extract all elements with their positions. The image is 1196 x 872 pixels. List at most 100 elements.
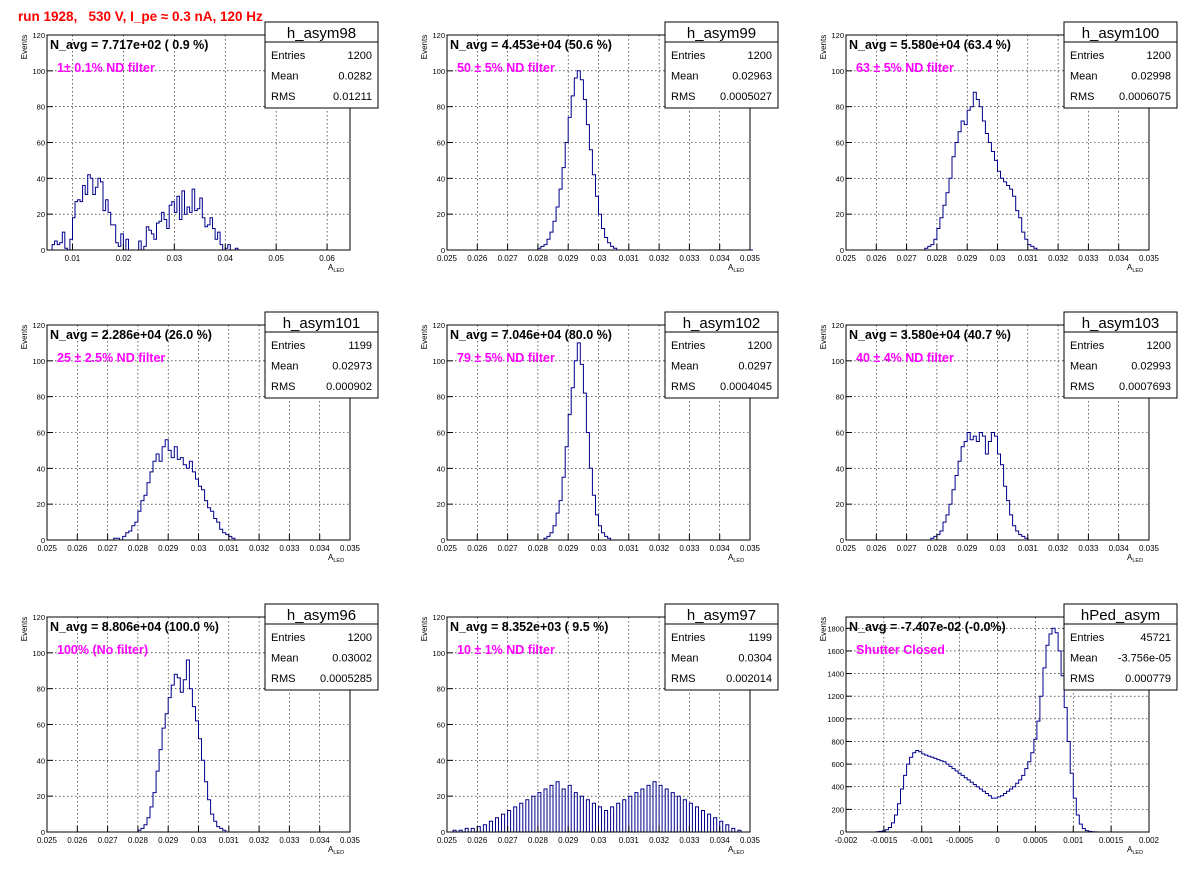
y-tick-label: 0 bbox=[441, 536, 445, 545]
x-tick-label: 0.002 bbox=[1139, 836, 1160, 845]
x-tick-label: 0.031 bbox=[619, 836, 640, 845]
x-tick-label: 0.032 bbox=[649, 254, 670, 263]
y-tick-label: 100 bbox=[32, 357, 45, 366]
stats-value: 0.0304 bbox=[738, 653, 772, 665]
stats-key: Entries bbox=[271, 340, 306, 352]
histogram-panel-h_asym98: 0.01 0.02 0.03 0.04 0.05 0.06020406080100120E… bbox=[20, 21, 379, 274]
x-tick-label: 0.06 bbox=[319, 254, 335, 263]
stats-value: 0.0282 bbox=[338, 71, 372, 83]
x-tick-label: 0.03 bbox=[591, 836, 607, 845]
navg-label: N_avg = 7.717e+02 ( 0.9 %) bbox=[50, 38, 208, 52]
x-tick-label: 0.033 bbox=[679, 836, 700, 845]
y-tick-label: 0 bbox=[840, 246, 844, 255]
stats-box bbox=[664, 603, 779, 691]
stats-key: RMS bbox=[1070, 91, 1094, 103]
x-tick-label: 0.0015 bbox=[1099, 836, 1124, 845]
stats-key: Entries bbox=[1070, 632, 1105, 644]
x-tick-label: -0.001 bbox=[910, 836, 933, 845]
x-tick-label: 0.0005 bbox=[1023, 836, 1048, 845]
x-tick-label: 0.03 bbox=[591, 544, 607, 553]
histogram-panel-h_asym100: 0.025 0.026 0.027 0.028 0.029 0.03 0.031 0.032 0… bbox=[819, 21, 1178, 274]
x-axis-label: ALED bbox=[1127, 553, 1143, 564]
stats-key: RMS bbox=[1070, 673, 1094, 685]
stats-key: Entries bbox=[671, 632, 706, 644]
x-axis-label: ALED bbox=[728, 553, 744, 564]
filter-note: Shutter Closed bbox=[856, 643, 945, 657]
x-tick-label: 0.025 bbox=[437, 836, 458, 845]
y-tick-label: 60 bbox=[37, 429, 45, 438]
stats-key: RMS bbox=[271, 91, 295, 103]
y-axis-label: Events bbox=[20, 325, 29, 349]
x-tick-label: -0.0015 bbox=[870, 836, 898, 845]
y-tick-label: 60 bbox=[437, 139, 445, 148]
y-tick-label: 40 bbox=[437, 464, 445, 473]
navg-label: N_avg = 7.046e+04 (80.0 %) bbox=[450, 328, 612, 342]
stats-key: Mean bbox=[271, 71, 299, 83]
stats-name: h_asym99 bbox=[687, 25, 756, 42]
navg-label: N_avg = 8.352e+03 ( 9.5 %) bbox=[450, 620, 608, 634]
histogram-panel-h_asym101: 0.025 0.026 0.027 0.028 0.029 0.03 0.031 0.032 0… bbox=[20, 311, 379, 564]
y-tick-label: 40 bbox=[37, 174, 45, 183]
histogram-panel-h_asym96: 0.025 0.026 0.027 0.028 0.029 0.03 0.031 0.032 0… bbox=[20, 603, 379, 856]
navg-label: N_avg = 3.580e+04 (40.7 %) bbox=[849, 328, 1011, 342]
y-tick-label: 120 bbox=[32, 321, 45, 330]
x-tick-label: 0.034 bbox=[710, 254, 731, 263]
y-tick-label: 20 bbox=[37, 792, 45, 801]
x-tick-label: 0.029 bbox=[558, 836, 579, 845]
y-tick-label: 60 bbox=[437, 721, 445, 730]
y-tick-label: 80 bbox=[37, 393, 45, 402]
x-axis-label-subscript: LED bbox=[733, 268, 744, 274]
x-tick-label: 0.028 bbox=[927, 544, 948, 553]
y-tick-label: 1000 bbox=[827, 715, 844, 724]
y-tick-label: 20 bbox=[836, 210, 844, 219]
stats-name: h_asym97 bbox=[687, 607, 756, 624]
x-tick-label: 0.025 bbox=[437, 544, 458, 553]
y-tick-label: 100 bbox=[32, 67, 45, 76]
stats-value: 0.000779 bbox=[1125, 673, 1171, 685]
y-tick-label: 120 bbox=[831, 321, 844, 330]
y-tick-label: 40 bbox=[37, 464, 45, 473]
stats-value: 1199 bbox=[348, 340, 372, 352]
y-tick-label: 1400 bbox=[827, 670, 844, 679]
x-tick-label: 0.034 bbox=[1109, 254, 1130, 263]
x-axis-label: ALED bbox=[328, 553, 344, 564]
stats-box bbox=[1063, 311, 1178, 399]
x-tick-label: 0.033 bbox=[279, 836, 300, 845]
x-tick-label: 0.033 bbox=[679, 254, 700, 263]
y-tick-label: 1600 bbox=[827, 647, 844, 656]
x-tick-label: 0.027 bbox=[498, 544, 519, 553]
y-tick-label: 20 bbox=[37, 210, 45, 219]
stats-box bbox=[664, 21, 779, 109]
y-axis-label: Events bbox=[819, 35, 828, 59]
y-tick-label: 400 bbox=[831, 783, 844, 792]
x-tick-label: 0.029 bbox=[957, 254, 978, 263]
y-axis-label: Events bbox=[20, 35, 29, 59]
histogram-panel-hPed_asym: -0.002 -0.0015 -0.001 -0.0005 0 0.0005 0.001 0.… bbox=[819, 603, 1178, 856]
stats-value: -3.756e-05 bbox=[1118, 653, 1171, 665]
y-tick-label: 120 bbox=[831, 31, 844, 40]
stats-box bbox=[664, 311, 779, 399]
x-axis-label-subscript: LED bbox=[1132, 558, 1143, 564]
x-tick-label: 0.033 bbox=[679, 544, 700, 553]
x-tick-label: 0.031 bbox=[619, 254, 640, 263]
x-tick-label: 0.029 bbox=[558, 544, 579, 553]
x-tick-label: 0.026 bbox=[67, 836, 88, 845]
stats-key: Mean bbox=[671, 361, 699, 373]
y-tick-label: 60 bbox=[37, 721, 45, 730]
filter-note: 100% (No filter) bbox=[57, 643, 148, 657]
x-tick-label: 0.034 bbox=[1109, 544, 1130, 553]
y-axis-label: Events bbox=[20, 617, 29, 641]
x-tick-label: 0.001 bbox=[1063, 836, 1084, 845]
x-tick-label: 0.029 bbox=[158, 544, 179, 553]
x-tick-label: 0.028 bbox=[927, 254, 948, 263]
x-axis-label: ALED bbox=[328, 263, 344, 274]
x-tick-label: 0.026 bbox=[866, 544, 887, 553]
y-tick-label: 100 bbox=[432, 67, 445, 76]
x-tick-label: 0 bbox=[995, 836, 1000, 845]
x-tick-label: 0.04 bbox=[217, 254, 233, 263]
stats-key: RMS bbox=[671, 673, 695, 685]
x-tick-label: 0.033 bbox=[1078, 544, 1099, 553]
y-axis-label: Events bbox=[819, 325, 828, 349]
stats-value: 0.02993 bbox=[1131, 361, 1171, 373]
navg-label: N_avg = 2.286e+04 (26.0 %) bbox=[50, 328, 212, 342]
